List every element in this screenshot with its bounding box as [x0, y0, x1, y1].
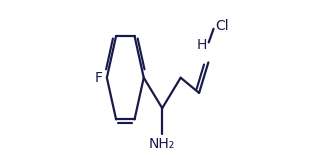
Text: Cl: Cl — [215, 19, 229, 33]
Text: H: H — [197, 38, 207, 52]
Text: NH₂: NH₂ — [149, 137, 175, 151]
Text: F: F — [95, 71, 103, 85]
